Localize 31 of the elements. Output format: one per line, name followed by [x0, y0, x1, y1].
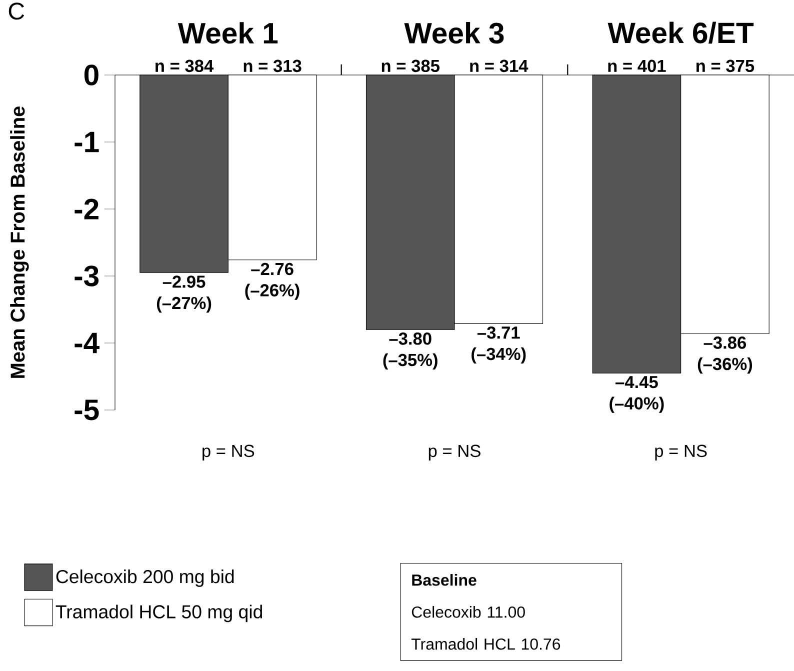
annotation: n = 401 [608, 60, 666, 72]
annotation: n = 313 [244, 60, 302, 72]
x-tick-label: Week 6/ET [608, 22, 754, 44]
data-label: –3.86 (–36%) [698, 336, 752, 374]
text: p = NS [428, 444, 480, 461]
legend-label: Tramadol HCL 50 mg qid [56, 604, 262, 622]
y-tick-label: -3 [74, 266, 99, 286]
text: p = NS [655, 444, 707, 461]
y-tick-label: -1 [74, 132, 99, 152]
y-tick-label: -2 [74, 198, 98, 220]
text: C [8, 2, 24, 20]
x-tick-label: Week 3 [404, 22, 504, 44]
text: Baseline [412, 574, 476, 586]
text: Tramadol HCL 10.76 [411, 638, 560, 650]
annotation: n = 385 [382, 60, 440, 72]
data-label: –2.76 (–26%) [245, 262, 300, 300]
text: Celecoxib 11.00 [412, 606, 525, 618]
y-tick-label: -4 [74, 332, 100, 354]
annotation: n = 375 [696, 60, 754, 72]
annotation: n = 314 [470, 60, 528, 72]
data-label: –3.71 (–34%) [472, 326, 526, 364]
text: p = NS [202, 444, 254, 461]
legend-label: Celecoxib 200 mg bid [56, 570, 234, 587]
y-tick-label: -5 [74, 400, 99, 420]
annotation: n = 384 [156, 60, 214, 72]
y-tick-label: 0 [84, 64, 98, 86]
y-axis-title: Mean Change From Baseline [10, 106, 29, 378]
data-label: –3.80 (–35%) [383, 332, 438, 370]
x-tick-label: Week 1 [178, 22, 278, 44]
data-label: –2.95 (–27%) [156, 276, 212, 313]
data-label: –4.45 (–40%) [610, 376, 664, 413]
